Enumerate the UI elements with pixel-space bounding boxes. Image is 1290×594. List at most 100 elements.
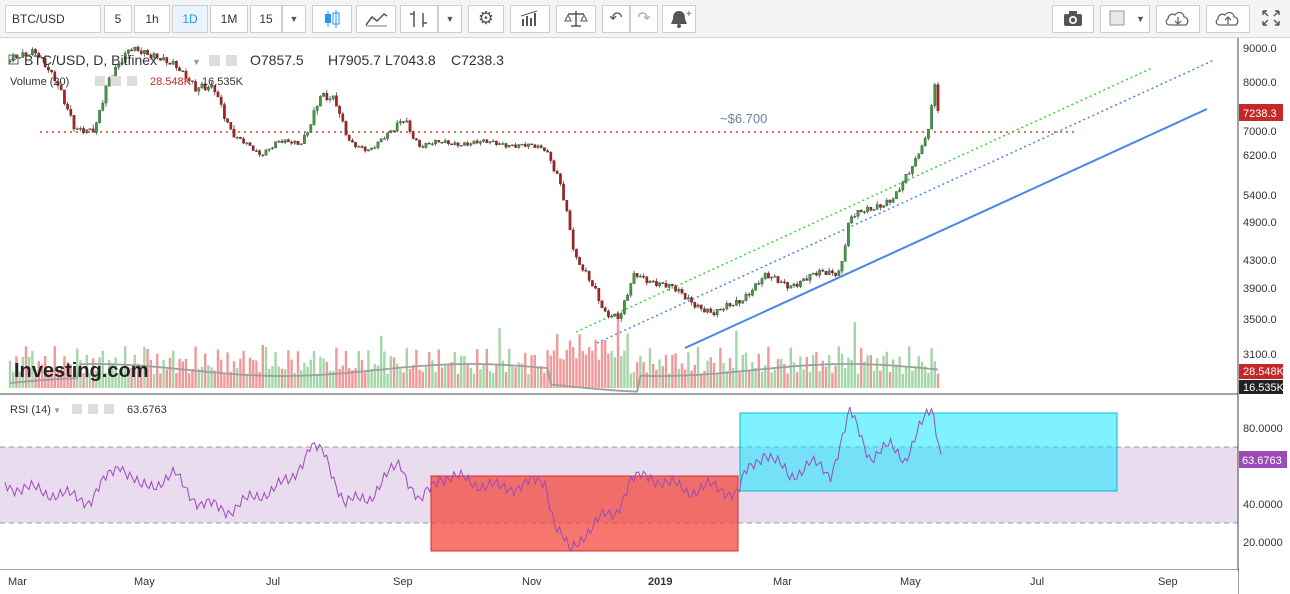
candle	[571, 229, 575, 250]
blue-dotted-channel-line[interactable]	[596, 59, 1215, 344]
support-trend-line[interactable]	[684, 108, 1208, 349]
volume-bar	[552, 350, 556, 388]
candle	[312, 110, 316, 125]
dropdown-icon[interactable]: ▼	[1132, 5, 1150, 33]
volume-bar	[12, 372, 15, 388]
candle	[443, 140, 447, 143]
ohlc-close: C7238.3	[451, 52, 504, 68]
color-icon[interactable]	[1100, 5, 1134, 33]
interval-1m-button[interactable]: 1M	[210, 5, 248, 33]
candle	[482, 139, 485, 142]
rsi-settings-icon[interactable]	[88, 404, 98, 414]
volume-bar	[687, 352, 690, 388]
volume-bar	[524, 352, 527, 388]
candle	[187, 78, 191, 81]
settings-small-icon[interactable]	[226, 55, 237, 66]
settings-icon[interactable]: ⚙	[468, 5, 504, 33]
candle	[376, 141, 380, 148]
volume-bar	[37, 360, 40, 388]
rsi-overbought-box[interactable]	[739, 412, 1118, 492]
candle	[850, 216, 853, 224]
time-tick-label: May	[134, 576, 155, 588]
rsi-close-icon[interactable]	[104, 404, 114, 414]
scale-icon[interactable]	[556, 5, 596, 33]
candle	[859, 210, 863, 213]
indicator-icon[interactable]	[400, 5, 438, 33]
candle	[632, 273, 636, 284]
interval-15-button[interactable]: 15	[250, 5, 282, 33]
interval-1h-button[interactable]: 1h	[134, 5, 170, 33]
candle	[639, 275, 642, 278]
volume-close-icon[interactable]	[127, 76, 137, 86]
interval-dropdown-icon[interactable]: ▼	[282, 5, 306, 33]
candle	[440, 141, 444, 144]
volume-bar	[21, 356, 24, 388]
candle	[923, 138, 927, 146]
candles-icon[interactable]	[312, 5, 352, 33]
rsi-dropdown-icon[interactable]: ▼	[53, 406, 61, 415]
visibility-icon[interactable]	[209, 55, 220, 66]
volume-visibility-icon[interactable]	[95, 76, 105, 86]
volume-bar	[898, 356, 901, 388]
volume-bar	[588, 347, 591, 388]
volume-bar	[722, 363, 725, 388]
candle	[194, 81, 197, 92]
candle	[27, 54, 31, 57]
camera-icon[interactable]	[1052, 5, 1094, 33]
rsi-visibility-icon[interactable]	[72, 404, 82, 414]
candle	[530, 143, 533, 146]
interval-5-button[interactable]: 5	[104, 5, 132, 33]
candle	[229, 122, 233, 130]
candle	[402, 121, 405, 123]
line-chart-icon[interactable]	[356, 5, 396, 33]
symbol-input[interactable]: BTC/USD	[5, 5, 101, 33]
volume-bar	[917, 356, 920, 388]
fullscreen-icon[interactable]	[1256, 5, 1286, 33]
volume-bar	[108, 359, 111, 388]
bars-icon[interactable]	[510, 5, 550, 33]
legend-dropdown-icon[interactable]: ▼	[192, 57, 201, 67]
candle	[597, 288, 601, 301]
candle	[24, 52, 28, 57]
undo-icon[interactable]: ↶	[602, 5, 630, 33]
redo-icon[interactable]: ↷	[630, 5, 658, 33]
dropdown-icon[interactable]: ▼	[438, 5, 462, 33]
candle	[331, 95, 335, 100]
volume-bar	[197, 369, 200, 388]
cloud-upload-icon[interactable]	[1206, 5, 1250, 33]
volume-bar	[24, 346, 28, 388]
alert-icon[interactable]: +	[662, 5, 696, 33]
candle	[933, 84, 937, 106]
candle	[917, 153, 921, 159]
candle	[866, 207, 869, 212]
volume-bar	[191, 368, 194, 388]
candle	[773, 276, 777, 278]
volume-bar	[802, 369, 805, 388]
volume-bar	[504, 372, 508, 388]
interval-1d-button[interactable]: 1D	[172, 5, 208, 33]
volume-bar	[799, 356, 802, 388]
volume-bar	[847, 357, 850, 388]
candle	[863, 211, 866, 213]
cloud-download-icon[interactable]	[1156, 5, 1200, 33]
candle	[559, 173, 562, 185]
volume-bar	[364, 372, 367, 388]
candle	[207, 87, 210, 91]
volume-bar	[351, 370, 354, 388]
volume-bar	[396, 363, 399, 388]
volume-bar	[114, 357, 117, 388]
collapse-icon[interactable]	[8, 54, 19, 65]
green-channel-line[interactable]	[575, 67, 1153, 333]
volume-bar	[309, 359, 312, 388]
volume-bar	[850, 360, 853, 388]
candle	[623, 300, 626, 314]
price-tick-label: 6200.0	[1243, 150, 1277, 162]
candle	[226, 118, 229, 123]
price-chart[interactable]: ~$6.700 Investing.com BTC/USD, D, Bitfin…	[0, 38, 1290, 594]
volume-settings-icon[interactable]	[111, 76, 121, 86]
candle	[661, 282, 665, 284]
time-tick-label: Jul	[266, 576, 280, 588]
volume-bar	[223, 373, 226, 388]
volume-bar	[933, 361, 936, 388]
candle	[895, 191, 898, 199]
